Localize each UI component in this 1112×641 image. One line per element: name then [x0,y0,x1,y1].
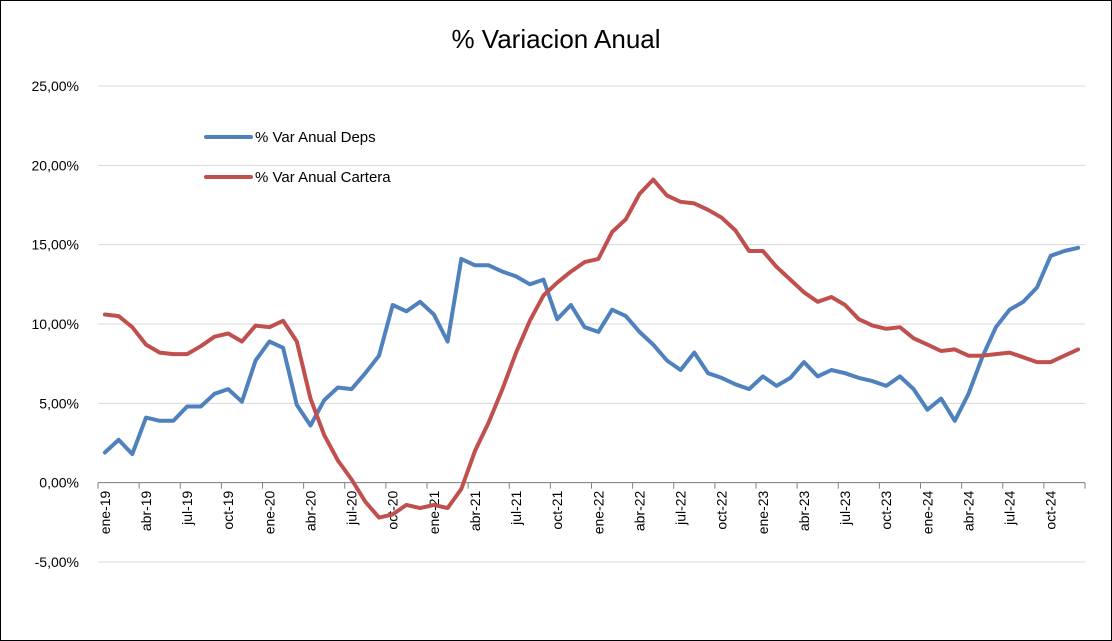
legend-label-1: % Var Anual Cartera [255,169,391,186]
x-tick-label: ene-20 [261,490,277,534]
y-tick-label: 10,00% [32,316,79,332]
x-tick-label: jul-19 [179,490,195,525]
x-tick-label: jul-22 [673,490,689,525]
y-tick-label: 0,00% [39,475,79,491]
x-tick-label: ene-21 [426,490,442,534]
gridlines [98,85,1085,563]
x-tick-label: ene-23 [755,490,771,534]
y-tick-label: 15,00% [32,237,79,253]
x-tick-label: oct-22 [714,490,730,529]
y-tick-label: 20,00% [32,157,79,173]
chart-title: % Variacion Anual [451,24,660,54]
x-tick-label: jul-20 [344,490,360,525]
x-tick-label: abr-19 [138,490,154,531]
legend: % Var Anual Deps % Var Anual Cartera [204,129,391,186]
x-tick-label: oct-21 [549,490,565,529]
series-line-1 [102,177,1081,520]
series-lines [102,177,1081,520]
y-tick-label: 5,00% [39,395,79,411]
x-tick-label: oct-23 [878,490,894,529]
legend-label-0: % Var Anual Deps [255,129,376,146]
x-tick-label: abr-21 [467,490,483,531]
x-tick-label: ene-19 [97,490,113,534]
x-tick-label: oct-19 [220,490,236,529]
y-tick-label: -5,00% [35,554,79,570]
y-tick-label: 25,00% [32,78,79,94]
x-tick-label: abr-22 [631,490,647,531]
axes: 25,00% 20,00% 15,00% 10,00% 5,00% 0,00% -5,00%… [32,78,1086,570]
x-tick-label: oct-24 [1043,490,1059,529]
x-tick-label: abr-23 [796,490,812,531]
series-line-0 [102,245,1081,457]
x-tick-label: ene-22 [590,490,606,534]
x-tick-label: ene-24 [919,490,935,534]
x-tick-label: abr-24 [960,490,976,531]
x-tick-label: jul-23 [837,490,853,525]
x-tick-label: abr-20 [302,490,318,531]
x-tick-label: jul-24 [1002,490,1018,525]
x-tick-label: oct-20 [385,490,401,529]
x-tick-label: jul-21 [508,490,524,525]
